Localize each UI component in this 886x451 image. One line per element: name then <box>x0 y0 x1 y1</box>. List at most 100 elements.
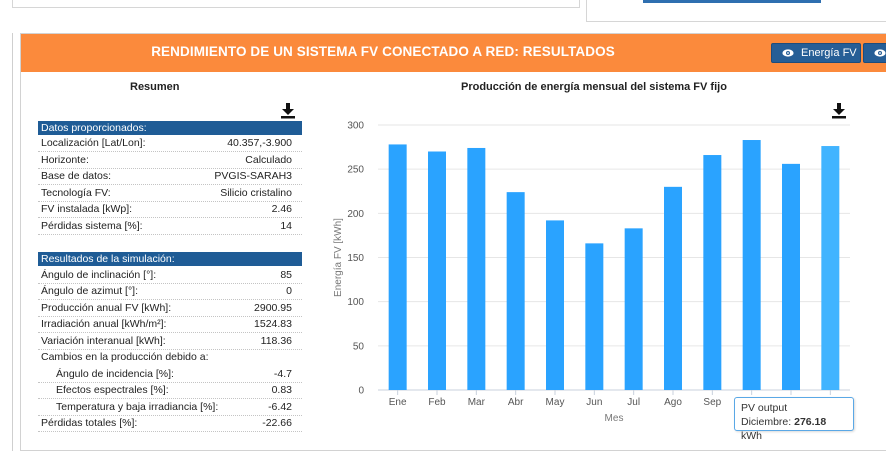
summary-row-value: 118.36 <box>260 334 292 347</box>
section-resultados-simulacion: Resultados de la simulación: <box>38 252 302 266</box>
summary-row-value: -4.7 <box>273 367 292 380</box>
summary-row: Horizonte: Calculado <box>38 153 302 169</box>
summary-row-value: -6.42 <box>268 400 292 413</box>
y-tick-label: 150 <box>347 253 364 264</box>
bar-abr <box>506 192 525 390</box>
summary-row-value: Calculado <box>245 153 292 166</box>
summary-row: Cambios en la producción debido a: <box>38 350 302 366</box>
summary-title: Resumen <box>130 81 180 93</box>
summary-row: Tecnología FV: Silicio cristalino <box>38 186 302 202</box>
section-datos-proporcionados: Datos proporcionados: <box>38 121 302 135</box>
bar-feb <box>428 151 446 390</box>
bar-ene <box>388 144 407 390</box>
summary-row-value: 0.83 <box>271 384 292 396</box>
bar-oct <box>742 140 761 390</box>
summary-row-label: Irradiación anual [kWh/m²]: <box>41 318 167 330</box>
x-tick-label: May <box>546 397 565 408</box>
summary-row-label: Efectos espectrales [%]: <box>56 384 169 396</box>
summary-row: Localización [Lat/Lon]: 40.357,-3.900 <box>38 136 302 152</box>
bar-jun <box>585 243 604 390</box>
summary-row-label: Base de datos: <box>41 170 112 182</box>
tooltip-month: Diciembre <box>741 416 789 428</box>
results-title: RENDIMIENTO DE UN SISTEMA FV CONECTADO A… <box>151 44 615 59</box>
tab-energia-fv-label: Energía FV <box>801 47 857 59</box>
summary-row-label: Pérdidas sistema [%]: <box>41 219 143 232</box>
tooltip-unit: kWh <box>741 430 762 442</box>
y-tick-label: 50 <box>353 341 365 352</box>
summary-row-label: Ángulo de azimut [°]: <box>41 285 139 297</box>
bar-dic <box>821 146 840 390</box>
y-tick-label: 100 <box>347 297 364 308</box>
summary-row-label: Horizonte: <box>41 153 89 166</box>
y-axis-label: Energía FV [kWh] <box>333 218 344 297</box>
tooltip-series: PV output <box>741 402 788 414</box>
monthly-energy-chart: 0 50 100 150 200 250 300 Ene Feb Mar Abr May Jun Jul A… <box>333 121 850 424</box>
download-icon[interactable] <box>832 103 846 119</box>
left-border-rule <box>12 33 13 451</box>
x-tick-label: Jun <box>586 397 602 408</box>
summary-row-value: 85 <box>280 268 292 281</box>
download-icon[interactable] <box>281 103 295 119</box>
summary-row-label: Producción anual FV [kWh]: <box>41 301 172 314</box>
summary-row: Base de datos: PVGIS-SARAH3 <box>38 169 302 185</box>
summary-row-label: Localización [Lat/Lon]: <box>41 137 146 149</box>
summary-row: FV instalada [kWp]: 2.46 <box>38 202 302 218</box>
bar-ago <box>664 186 682 390</box>
bar-nov <box>782 163 800 390</box>
chart-title: Producción de energía mensual del sistem… <box>461 81 727 93</box>
bar-jul <box>624 228 643 390</box>
summary-row: Ángulo de incidencia [%]: -4.7 <box>38 367 302 383</box>
chart-tooltip: PV output Diciembre: 276.18 kWh <box>734 397 854 442</box>
eye-icon <box>782 49 794 57</box>
x-tick-label: Sep <box>703 397 721 408</box>
summary-row-label: Variación interanual [kWh]: <box>41 334 166 347</box>
summary-row-label: Ángulo de incidencia [%]: <box>56 367 174 380</box>
bar-may <box>546 220 564 390</box>
results-panel: RENDIMIENTO DE UN SISTEMA FV CONECTADO A… <box>20 33 886 451</box>
previous-action-button[interactable] <box>643 0 821 3</box>
previous-section-strip <box>0 0 886 30</box>
results-banner: RENDIMIENTO DE UN SISTEMA FV CONECTADO A… <box>21 34 886 72</box>
x-tick-label: Jul <box>627 397 640 408</box>
eye-icon <box>874 49 886 57</box>
y-tick-label: 0 <box>358 386 364 397</box>
previous-input-panel <box>12 0 580 8</box>
summary-row-value: -22.66 <box>262 417 292 429</box>
tooltip-line: Diciembre: 276.18 kWh <box>741 416 827 442</box>
x-tick-label: Ago <box>664 397 682 408</box>
tab-next[interactable] <box>863 43 886 63</box>
summary-row-value: 2.46 <box>271 203 292 215</box>
summary-row: Producción anual FV [kWh]: 2900.95 <box>38 301 302 317</box>
summary-row-label: Tecnología FV: <box>41 186 111 199</box>
summary-row: Ángulo de inclinación [°]: 85 <box>38 268 302 284</box>
summary-row-value: Silicio cristalino <box>220 186 292 199</box>
x-tick-label: Abr <box>508 397 524 408</box>
summary-row-value: 14 <box>280 219 292 232</box>
summary-row-label: Pérdidas totales [%]: <box>41 417 138 429</box>
x-tick-label: Mar <box>468 397 486 408</box>
x-tick-label: Ene <box>389 397 407 408</box>
summary-row: Pérdidas sistema [%]: 14 <box>38 219 302 235</box>
summary-row-value: 1524.83 <box>254 318 292 330</box>
summary-row: Variación interanual [kWh]: 118.36 <box>38 334 302 350</box>
tooltip-value: 276.18 <box>794 416 827 428</box>
summary-row: Irradiación anual [kWh/m²]: 1524.83 <box>38 317 302 333</box>
summary-row-value: 0 <box>286 285 292 297</box>
summary-row-label: Cambios en la producción debido a: <box>41 351 209 363</box>
summary-row-label: Temperatura y baja irradiancia [%]: <box>56 400 219 413</box>
y-tick-label: 300 <box>347 121 364 132</box>
summary-row: Pérdidas totales [%]: -22.66 <box>38 416 302 432</box>
summary-row: Efectos espectrales [%]: 0.83 <box>38 383 302 399</box>
summary-row: Ángulo de azimut [°]: 0 <box>38 284 302 300</box>
y-tick-label: 200 <box>347 209 364 220</box>
summary-row-value: PVGIS-SARAH3 <box>214 170 292 182</box>
summary-row: Temperatura y baja irradiancia [%]: -6.42 <box>38 400 302 416</box>
x-tick-label: Feb <box>428 397 446 408</box>
bar-mar <box>467 147 486 390</box>
x-axis-label: Mes <box>605 413 624 424</box>
summary-row-value: 40.357,-3.900 <box>227 137 292 149</box>
summary-row-label: FV instalada [kWp]: <box>41 203 133 215</box>
summary-row-value: 2900.95 <box>254 301 292 314</box>
bar-sep <box>703 155 722 390</box>
tab-energia-fv[interactable]: Energía FV <box>771 43 861 63</box>
